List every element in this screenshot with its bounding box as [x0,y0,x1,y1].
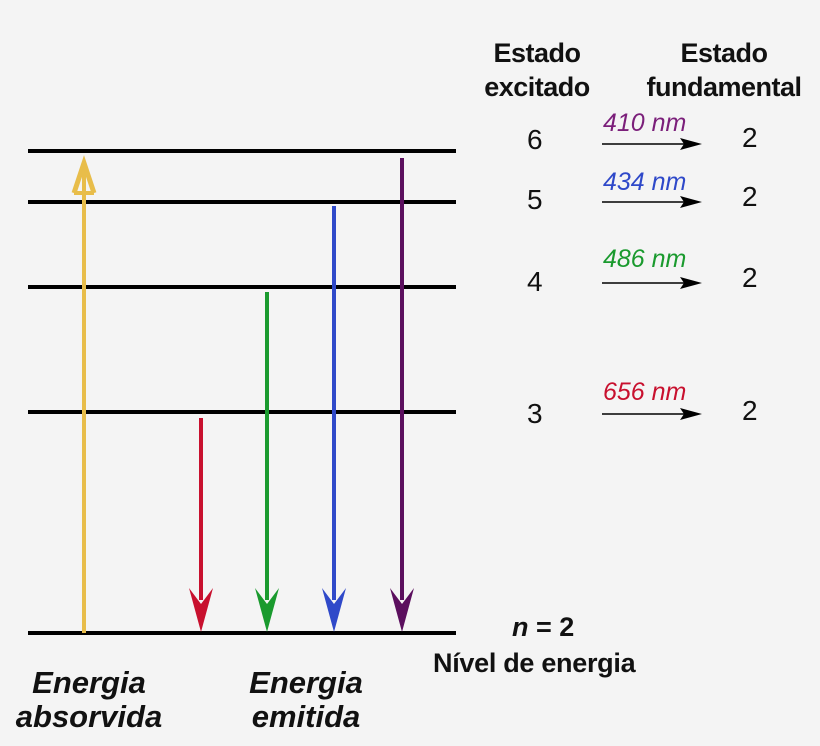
energy-level-caption: Nível de energia [433,648,636,678]
emitted-line2: emitida [251,699,361,734]
wavelength-486: 486 nm [603,245,687,273]
emission-arrow-656nm [189,418,213,632]
absorbed-energy-label: Energia absorvida [4,666,174,734]
ground-level-row-3: 2 [742,395,758,426]
absorption-arrow [71,155,97,633]
excited-level-4: 4 [527,266,543,297]
excited-level-6: 6 [527,124,543,155]
absorbed-line1: Energia [32,665,146,700]
wavelength-434: 434 nm [603,168,687,196]
ground-level-row-4: 2 [742,262,758,293]
emitted-energy-label: Energia emitida [226,666,386,734]
wavelength-656: 656 nm [603,378,687,406]
n-symbol: n [512,612,529,642]
absorbed-line2: absorvida [15,699,163,734]
emission-arrow-410nm [390,158,414,632]
transition-arrow-3 [602,408,702,420]
emitted-line1: Energia [249,665,363,700]
emission-arrow-486nm [255,292,279,632]
ground-level-row-6: 2 [742,122,758,153]
ground-header-line1: Estado [680,38,768,68]
emission-arrow-434nm [322,206,346,632]
ground-level-label: n = 2 [512,612,574,643]
excited-header-line2: excitado [484,72,590,102]
transition-arrow-4 [602,277,702,289]
wavelength-410: 410 nm [603,109,687,137]
excited-state-header: Estado excitado [472,36,602,104]
transition-arrow-5 [602,196,702,208]
ground-level-row-5: 2 [742,181,758,212]
excited-level-3: 3 [527,398,543,429]
transition-arrow-6 [602,138,702,150]
n-value: = 2 [536,612,575,642]
excited-level-5: 5 [527,184,543,215]
ground-header-line2: fundamental [646,72,802,102]
excited-header-line1: Estado [493,38,581,68]
ground-state-header: Estado fundamental [632,36,816,104]
